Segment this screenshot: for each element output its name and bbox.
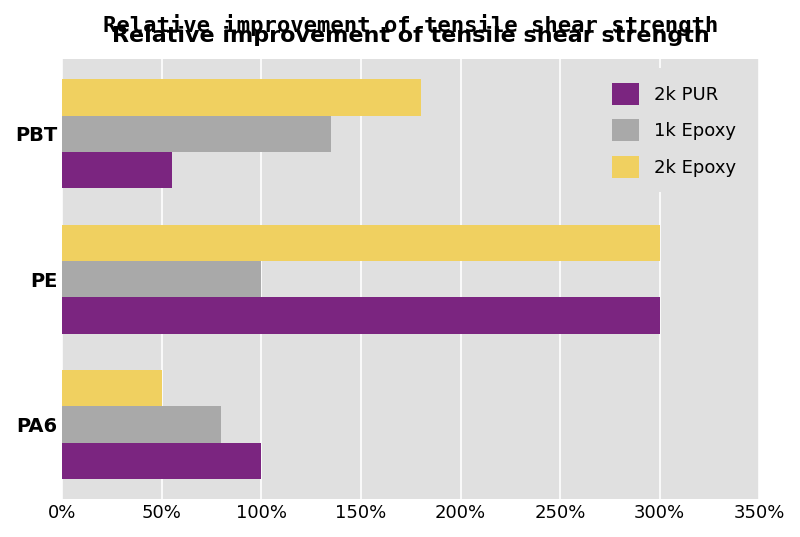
Bar	[62, 443, 262, 479]
Title: Relative improvement of tensile shear strength: Relative improvement of tensile shear st…	[112, 26, 710, 47]
Bar	[62, 224, 660, 261]
Bar	[62, 115, 331, 152]
Text: Relative improvement of tensile shear strength: Relative improvement of tensile shear st…	[103, 14, 718, 37]
Bar	[62, 152, 172, 188]
Bar	[62, 370, 162, 407]
Bar	[62, 261, 262, 297]
Bar	[62, 79, 421, 115]
Bar	[62, 297, 660, 333]
Legend: 2k PUR, 1k Epoxy, 2k Epoxy: 2k PUR, 1k Epoxy, 2k Epoxy	[598, 68, 750, 192]
Bar	[62, 407, 222, 443]
